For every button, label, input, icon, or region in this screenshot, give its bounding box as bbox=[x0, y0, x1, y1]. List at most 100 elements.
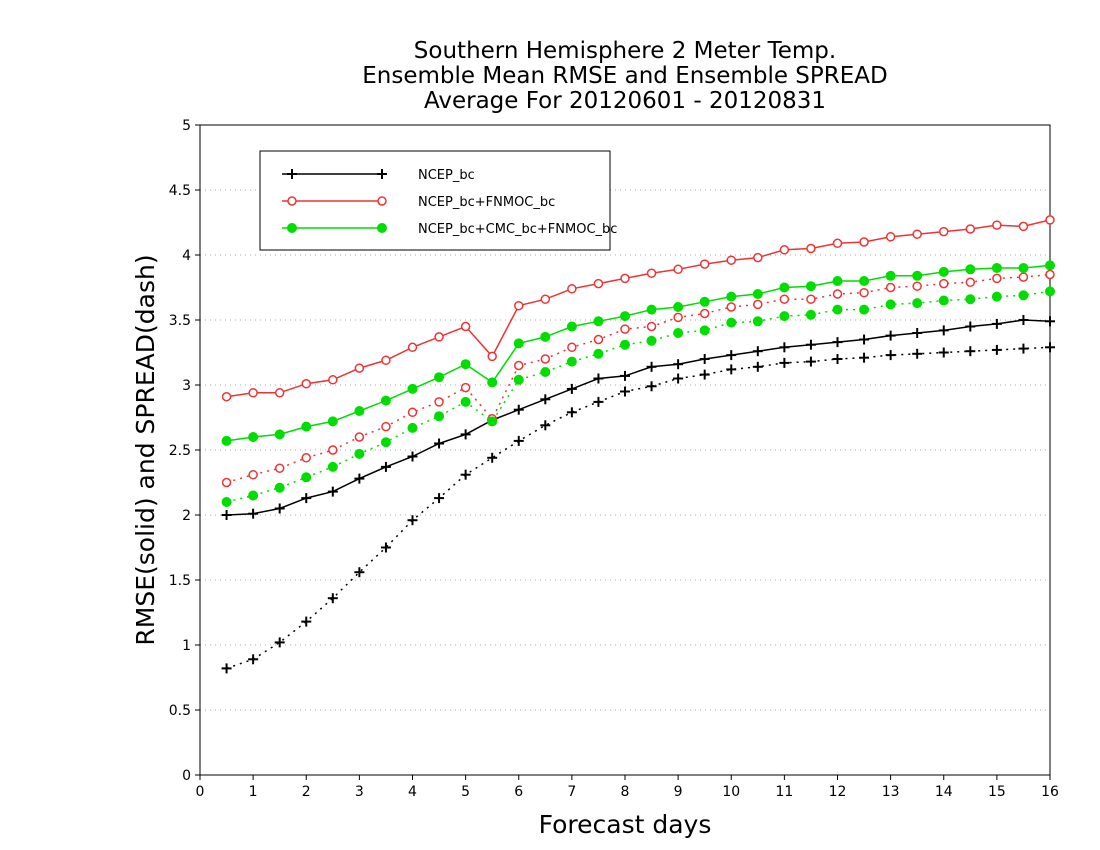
spread-point bbox=[832, 354, 843, 364]
rmse-point bbox=[699, 296, 710, 307]
spread-point bbox=[593, 334, 604, 345]
spread-point bbox=[620, 339, 630, 350]
spread-point bbox=[779, 311, 790, 322]
rmse-line bbox=[226, 319, 1051, 516]
x-tick-label: 11 bbox=[775, 784, 793, 800]
rmse-point bbox=[593, 316, 604, 327]
spread-point bbox=[301, 616, 312, 627]
rmse-point bbox=[407, 451, 418, 462]
rmse-point bbox=[965, 264, 976, 275]
spread-point bbox=[540, 420, 551, 431]
rmse-point bbox=[859, 237, 869, 247]
rmse-point bbox=[673, 302, 684, 312]
series-3 bbox=[221, 260, 1055, 507]
x-tick-label: 5 bbox=[461, 784, 470, 800]
spread-point bbox=[620, 324, 630, 334]
rmse-point bbox=[752, 289, 763, 299]
spread-point bbox=[991, 344, 1002, 355]
x-tick-label: 4 bbox=[408, 784, 417, 800]
spread-point bbox=[699, 308, 710, 319]
rmse-point bbox=[487, 377, 498, 388]
rmse-point bbox=[779, 245, 790, 255]
spread-point bbox=[380, 437, 391, 448]
rmse-point bbox=[753, 252, 763, 263]
spread-point bbox=[593, 396, 604, 407]
legend-marker bbox=[287, 169, 297, 179]
y-tick-label: 1 bbox=[182, 638, 191, 654]
rmse-point bbox=[1045, 260, 1055, 271]
rmse-point bbox=[752, 346, 763, 357]
rmse-point bbox=[673, 359, 684, 370]
rmse-point bbox=[487, 351, 497, 362]
rmse-point bbox=[354, 473, 365, 484]
rmse-point bbox=[885, 270, 896, 281]
y-tick-label: 2.5 bbox=[169, 443, 191, 459]
series-layer bbox=[221, 215, 1055, 674]
rmse-point bbox=[912, 229, 922, 239]
rmse-point bbox=[460, 429, 471, 440]
rmse-point bbox=[380, 395, 391, 406]
series-1 bbox=[221, 315, 1055, 674]
spread-point bbox=[1045, 269, 1055, 280]
x-tick-label: 14 bbox=[935, 784, 953, 800]
rmse-point bbox=[354, 363, 365, 373]
spread-point bbox=[460, 469, 471, 480]
spread-point bbox=[673, 373, 684, 384]
y-tick-label: 3 bbox=[182, 378, 191, 394]
legend-marker bbox=[287, 196, 297, 206]
spread-point bbox=[965, 346, 976, 357]
rmse-point bbox=[221, 391, 232, 402]
spread-point bbox=[407, 422, 418, 433]
spread-point bbox=[487, 452, 498, 463]
spread-point bbox=[859, 287, 869, 298]
rmse-point bbox=[965, 321, 976, 332]
spread-point bbox=[859, 304, 870, 315]
rmse-point bbox=[673, 264, 683, 275]
rmse-point bbox=[248, 388, 258, 398]
x-tick-label: 6 bbox=[514, 784, 523, 800]
spread-line bbox=[226, 290, 1051, 503]
spread-point bbox=[646, 335, 657, 346]
rmse-point bbox=[726, 255, 736, 265]
spread-point bbox=[885, 299, 896, 310]
y-tick-label: 0.5 bbox=[169, 703, 191, 719]
spread-point bbox=[673, 328, 684, 338]
rmse-point bbox=[646, 304, 657, 315]
spread-point bbox=[381, 421, 391, 432]
spread-point bbox=[912, 298, 923, 309]
x-tick-label: 16 bbox=[1041, 784, 1059, 800]
spread-point bbox=[752, 361, 763, 372]
rmse-point bbox=[380, 461, 391, 472]
spread-point bbox=[779, 357, 790, 368]
grid bbox=[200, 189, 1050, 711]
y-tick-label: 5 bbox=[182, 118, 191, 134]
spread-point bbox=[912, 281, 922, 291]
x-tick-label: 8 bbox=[621, 784, 630, 800]
rmse-point bbox=[965, 224, 976, 234]
spread-point bbox=[646, 321, 657, 332]
spread-point bbox=[885, 350, 896, 361]
spread-point bbox=[540, 367, 551, 377]
spread-point bbox=[460, 396, 471, 407]
rmse-point bbox=[991, 263, 1002, 273]
rmse-point bbox=[434, 372, 445, 383]
spread-point bbox=[567, 342, 577, 353]
rmse-point bbox=[859, 276, 870, 286]
legend-marker bbox=[377, 196, 387, 206]
spread-point bbox=[328, 445, 338, 455]
rmse-point bbox=[620, 311, 630, 322]
spread-point bbox=[566, 356, 577, 367]
rmse-point bbox=[221, 510, 232, 520]
rmse-point bbox=[699, 354, 710, 364]
spread-point bbox=[221, 663, 232, 674]
rmse-point bbox=[938, 325, 949, 336]
y-tick-label: 4.5 bbox=[169, 183, 191, 199]
rmse-point bbox=[540, 294, 551, 304]
rmse-point bbox=[514, 300, 524, 311]
rmse-point bbox=[1018, 221, 1029, 232]
spread-point bbox=[274, 463, 285, 473]
rmse-point bbox=[434, 332, 444, 342]
x-tick-label: 12 bbox=[829, 784, 847, 800]
rmse-point bbox=[726, 291, 737, 302]
series-2 bbox=[221, 215, 1055, 488]
